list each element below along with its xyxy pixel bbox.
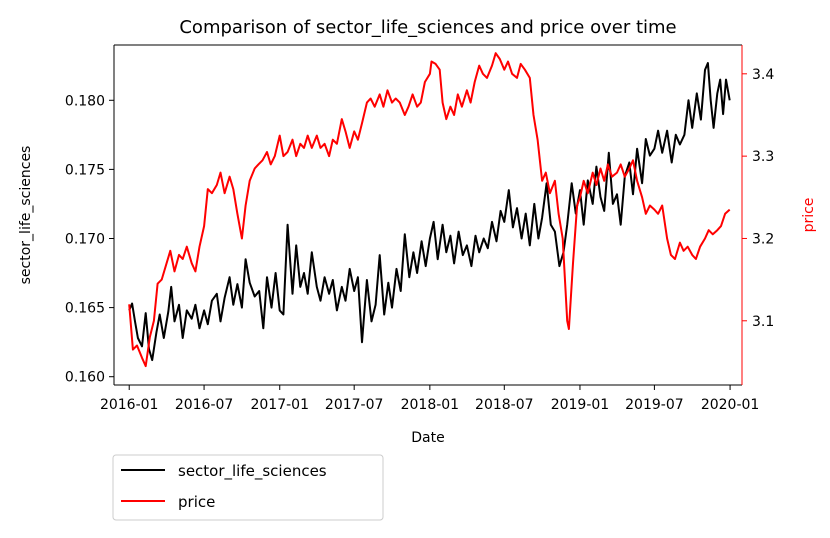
x-tick-label: 2017-01 <box>250 397 309 413</box>
right-y-tick-label: 3.2 <box>752 231 774 247</box>
x-tick-label: 2016-07 <box>175 397 234 413</box>
x-tick-label: 2019-07 <box>625 397 684 413</box>
legend-label-price: price <box>178 493 215 511</box>
x-tick-label: 2020-01 <box>701 397 760 413</box>
x-axis-label: Date <box>411 430 444 446</box>
x-tick-label: 2016-01 <box>100 397 159 413</box>
right-y-tick-label: 3.1 <box>752 314 774 330</box>
chart-title: Comparison of sector_life_sciences and p… <box>179 17 676 38</box>
series-line-price <box>128 52 731 368</box>
left-y-tick-label: 0.170 <box>65 231 105 247</box>
right-y-tick-label: 3.4 <box>752 67 774 83</box>
legend-box <box>112 454 384 521</box>
legend: sector_life_sciences price <box>112 454 384 521</box>
left-y-tick-label: 0.165 <box>65 301 105 317</box>
x-axis-ticks: 2016-01 2016-07 2017-01 2017-07 2018-01 2018-… <box>100 385 759 413</box>
left-y-axis-ticks: 0.160 0.165 0.170 0.175 0.180 <box>65 93 114 386</box>
left-y-tick-label: 0.180 <box>65 93 105 109</box>
left-y-tick-label: 0.160 <box>65 370 105 386</box>
right-y-axis-ticks: 3.1 3.2 3.3 3.4 <box>742 67 774 330</box>
legend-label-sector-life-sciences: sector_life_sciences <box>178 462 327 481</box>
series-line-sector-life-sciences <box>128 62 731 362</box>
x-tick-label: 2019-01 <box>551 397 610 413</box>
right-y-axis-label: price <box>801 198 817 233</box>
x-tick-label: 2017-07 <box>325 397 384 413</box>
right-y-tick-label: 3.3 <box>752 149 774 165</box>
x-tick-label: 2018-01 <box>401 397 460 413</box>
x-tick-label: 2018-07 <box>475 397 534 413</box>
left-y-tick-label: 0.175 <box>65 162 105 178</box>
series-layer <box>128 52 731 368</box>
plot-area <box>114 45 742 385</box>
left-y-axis-label: sector_life_sciences <box>18 146 34 285</box>
